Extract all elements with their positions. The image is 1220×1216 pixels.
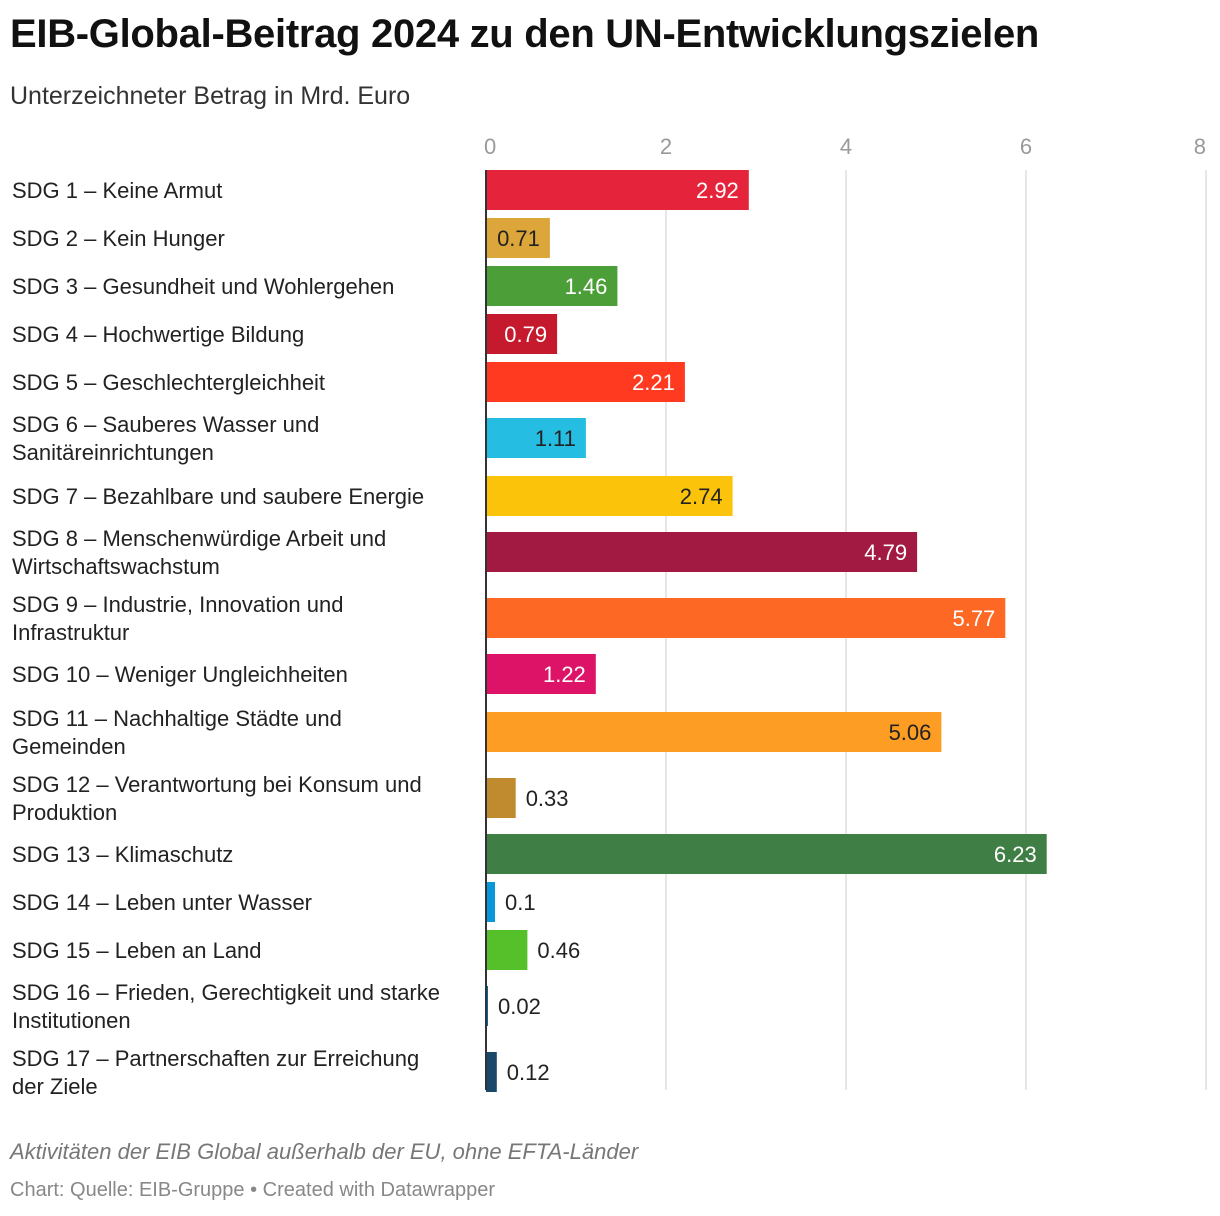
category-label-line: SDG 15 – Leben an Land: [12, 938, 262, 963]
category-label-line: Gemeinden: [12, 734, 126, 759]
category-label-line: SDG 6 – Sauberes Wasser und: [12, 412, 319, 437]
value-label: 2.74: [680, 484, 723, 509]
category-label: SDG 14 – Leben unter Wasser: [12, 890, 312, 915]
value-label: 0.02: [498, 994, 541, 1019]
value-label: 0.71: [497, 226, 540, 251]
category-label: SDG 17 – Partnerschaften zur Erreichung d…: [12, 1046, 419, 1099]
chart-source: Chart: Quelle: EIB-Gruppe • Created with…: [10, 1179, 495, 1201]
category-label-line: Produktion: [12, 800, 117, 825]
category-label-line: SDG 3 – Gesundheit und Wohlergehen: [12, 274, 394, 299]
category-label: SDG 11 – Nachhaltige Städte und Gemeinden: [12, 706, 342, 759]
value-label: 0.79: [504, 322, 547, 347]
value-label: 2.92: [696, 178, 739, 203]
category-label-line: Institutionen: [12, 1008, 131, 1033]
x-tick-label: 4: [840, 134, 852, 159]
category-label: SDG 16 – Frieden, Gerechtigkeit und star…: [12, 980, 440, 1033]
value-label: 5.77: [952, 606, 995, 631]
x-tick-label: 8: [1194, 134, 1206, 159]
category-label: SDG 3 – Gesundheit und Wohlergehen: [12, 274, 394, 299]
bar: [486, 598, 1006, 638]
bar: [486, 362, 685, 402]
category-label: SDG 9 – Industrie, Innovation und Infrast…: [12, 592, 343, 645]
bar: [486, 930, 528, 970]
value-label: 0.1: [505, 890, 536, 915]
bar: [486, 1052, 497, 1092]
bar: [486, 476, 733, 516]
bar: [486, 418, 586, 458]
category-label-line: Sanitäreinrichtungen: [12, 440, 214, 465]
value-label: 4.79: [864, 540, 907, 565]
category-label: SDG 13 – Klimaschutz: [12, 842, 233, 867]
bar: [486, 712, 942, 752]
bar: [486, 654, 596, 694]
category-label-line: SDG 2 – Kein Hunger: [12, 226, 225, 251]
x-tick-label: 6: [1020, 134, 1032, 159]
category-label-line: Wirtschaftswachstum: [12, 554, 220, 579]
chart-subtitle: Unterzeichneter Betrag in Mrd. Euro: [10, 82, 411, 110]
category-label-line: SDG 17 – Partnerschaften zur Erreichung: [12, 1046, 419, 1071]
value-label: 1.11: [535, 426, 576, 451]
value-label: 1.22: [543, 662, 586, 687]
chart-title: EIB-Global-Beitrag 2024 zu den UN-Entwic…: [10, 12, 1040, 56]
bar: [486, 834, 1047, 874]
category-label-line: SDG 14 – Leben unter Wasser: [12, 890, 312, 915]
x-tick-label: 0: [484, 134, 496, 159]
category-label-line: SDG 11 – Nachhaltige Städte und: [12, 706, 342, 731]
x-tick-label: 2: [660, 134, 672, 159]
category-label-line: SDG 8 – Menschenwürdige Arbeit und: [12, 526, 386, 551]
category-label-line: SDG 13 – Klimaschutz: [12, 842, 233, 867]
bar: [486, 314, 558, 354]
category-label: SDG 10 – Weniger Ungleichheiten: [12, 662, 348, 687]
category-label-line: SDG 9 – Industrie, Innovation und: [12, 592, 343, 617]
category-label-line: SDG 16 – Frieden, Gerechtigkeit und star…: [12, 980, 440, 1005]
value-label: 2.21: [632, 370, 675, 395]
value-label: 0.46: [537, 938, 580, 963]
category-label: SDG 2 – Kein Hunger: [12, 226, 225, 251]
category-label-line: SDG 7 – Bezahlbare und saubere Energie: [12, 484, 424, 509]
bar: [486, 778, 516, 818]
category-label: SDG 6 – Sauberes Wasser und Sanitäreinric…: [12, 412, 319, 465]
category-label: SDG 1 – Keine Armut: [12, 178, 222, 203]
category-label: SDG 5 – Geschlechtergleichheit: [12, 370, 325, 395]
category-label-line: Infrastruktur: [12, 620, 129, 645]
category-label-line: SDG 1 – Keine Armut: [12, 178, 222, 203]
category-label: SDG 7 – Bezahlbare und saubere Energie: [12, 484, 424, 509]
category-label: SDG 8 – Menschenwürdige Arbeit und Wirtsc…: [12, 526, 386, 579]
bar: [486, 532, 918, 572]
category-label: SDG 15 – Leben an Land: [12, 938, 262, 963]
category-label: SDG 4 – Hochwertige Bildung: [12, 322, 304, 347]
category-label-line: der Ziele: [12, 1074, 98, 1099]
bar: [486, 218, 550, 258]
value-label: 6.23: [994, 842, 1037, 867]
category-label-line: SDG 5 – Geschlechtergleichheit: [12, 370, 325, 395]
category-label-line: SDG 10 – Weniger Ungleichheiten: [12, 662, 348, 687]
value-label: 1.46: [565, 274, 608, 299]
bar: [486, 170, 749, 210]
bar: [486, 266, 618, 306]
category-label: SDG 12 – Verantwortung bei Konsum und Pro…: [12, 772, 422, 825]
value-label: 0.12: [507, 1060, 550, 1085]
value-label: 5.06: [889, 720, 932, 745]
chart-note: Aktivitäten der EIB Global außerhalb der…: [10, 1139, 639, 1164]
category-label-line: SDG 4 – Hochwertige Bildung: [12, 322, 304, 347]
value-label: 0.33: [526, 786, 569, 811]
bar: [486, 882, 495, 922]
category-label-line: SDG 12 – Verantwortung bei Konsum und: [12, 772, 422, 797]
